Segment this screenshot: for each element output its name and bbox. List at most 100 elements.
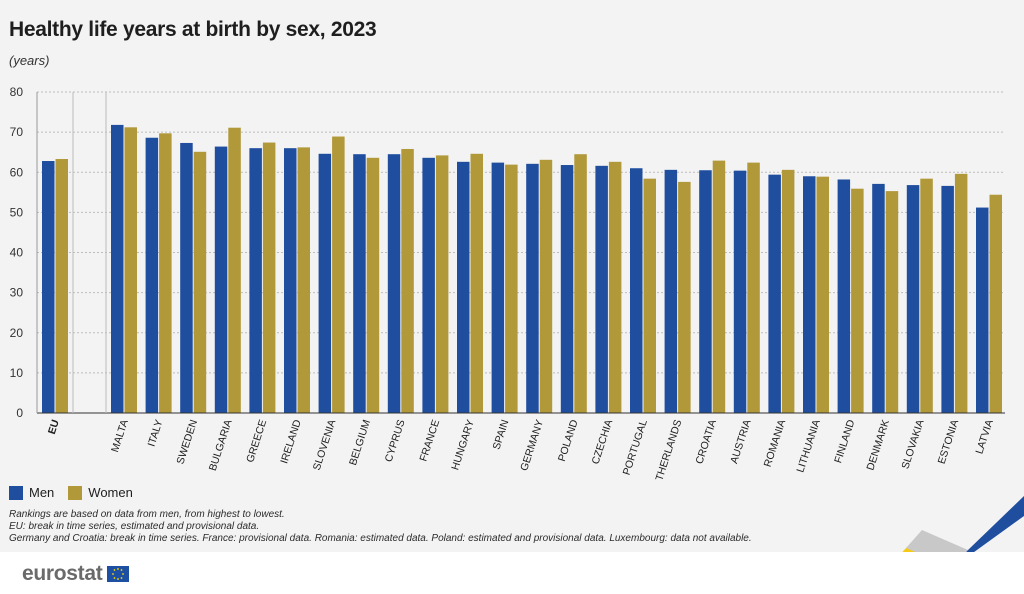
bar-women-slovakia[interactable] (920, 178, 933, 413)
bar-chart: 0 10 20 30 40 50 60 70 80 EU MALTA ITALY SWEDEN BULG… (10, 85, 1005, 480)
y-axis-ticks: 0 10 20 30 40 50 60 70 80 (10, 85, 24, 420)
bar-women-lithuania[interactable] (816, 176, 830, 413)
x-tick-label: SLOVAKIA (899, 418, 926, 470)
legend-swatch-men (9, 485, 23, 500)
bar-women-belgium[interactable] (366, 157, 380, 413)
bar-men-latvia[interactable] (976, 207, 989, 413)
y-tick-label: 50 (10, 205, 24, 219)
x-tick-label: BULGARIA (207, 418, 235, 472)
x-tick-label: HUNGARY (449, 418, 477, 471)
bar-women-hungary[interactable] (470, 153, 484, 414)
bar-men-germany[interactable] (526, 163, 539, 413)
x-tick-label: AUSTRIA (728, 418, 753, 465)
bar-women-portugal[interactable] (643, 178, 657, 413)
x-tick-label: EU (46, 418, 62, 436)
bar-women-czechia[interactable] (608, 161, 622, 413)
bar-women-cyprus[interactable] (401, 148, 414, 414)
bar-women-ireland[interactable] (297, 147, 311, 413)
bar-women-romania[interactable] (781, 169, 795, 413)
bar-men-finland[interactable] (837, 179, 851, 413)
bar-men-cyprus[interactable] (387, 154, 401, 413)
bar-men-france[interactable] (422, 157, 435, 413)
bar-men-netherlands[interactable] (664, 169, 678, 413)
legend-item-men[interactable]: Men (9, 485, 54, 500)
x-tick-label: LATVIA (973, 418, 995, 455)
bar-women-greece[interactable] (262, 142, 276, 413)
bar-men-spain[interactable] (491, 162, 505, 413)
bar-women-slovenia[interactable] (332, 136, 345, 413)
x-tick-label: NETHERLANDS (649, 418, 685, 480)
bar-women-croatia[interactable] (712, 160, 726, 413)
y-tick-label: 60 (10, 165, 24, 179)
footnote-ranking: Rankings are based on data from men, fro… (9, 509, 285, 520)
bar-women-italy[interactable] (159, 133, 172, 414)
x-tick-label: IRELAND (278, 418, 304, 465)
bar-women-denmark[interactable] (885, 191, 899, 413)
eurostat-logo[interactable]: eurostat (22, 562, 130, 586)
chevron-blue-icon (952, 496, 1024, 568)
footnotes: Rankings are based on data from men, fro… (9, 509, 769, 545)
bar-women-austria[interactable] (747, 162, 760, 413)
eu-flag-icon (107, 566, 130, 582)
x-axis-labels: EU MALTA ITALY SWEDEN BULGARIA GREECE IRELAND S… (46, 418, 996, 480)
legend: Men Women (9, 485, 133, 500)
x-tick-label: MALTA (109, 418, 131, 454)
bar-women-poland[interactable] (574, 154, 587, 413)
bar-women-latvia[interactable] (989, 194, 1003, 413)
bar-men-malta[interactable] (111, 124, 124, 413)
legend-swatch-women (68, 485, 83, 500)
legend-item-women[interactable]: Women (68, 485, 133, 500)
x-tick-label: CROATIA (693, 418, 719, 465)
bar-men-austria[interactable] (733, 170, 747, 413)
bar-women-eu[interactable] (55, 159, 69, 413)
bar-men-bulgaria[interactable] (214, 146, 228, 413)
bar-men-croatia[interactable] (699, 170, 712, 413)
bar-women-finland[interactable] (851, 188, 864, 413)
bar-men-ireland[interactable] (284, 148, 297, 414)
bar-women-france[interactable] (435, 155, 449, 413)
bar-men-greece[interactable] (249, 148, 262, 414)
x-tick-label: ROMANIA (762, 418, 789, 468)
bar-men-belgium[interactable] (353, 154, 366, 413)
bar-men-slovenia[interactable] (318, 153, 332, 414)
bar-men-denmark[interactable] (872, 183, 885, 413)
bar-men-hungary[interactable] (457, 161, 470, 413)
bar-men-sweden[interactable] (180, 142, 193, 414)
y-tick-label: 30 (10, 286, 24, 300)
logo-text: eurostat (22, 562, 103, 585)
legend-label-women: Women (88, 485, 133, 500)
bar-women-germany[interactable] (539, 159, 553, 413)
bar-men-estonia[interactable] (941, 185, 954, 413)
bar-women-bulgaria[interactable] (228, 127, 241, 414)
bar-men-czechia[interactable] (595, 165, 608, 413)
bar-women-sweden[interactable] (193, 151, 207, 413)
y-tick-label: 70 (10, 125, 24, 139)
axes (36, 92, 1005, 414)
x-tick-label: SWEDEN (174, 418, 200, 466)
x-tick-label: ESTONIA (936, 418, 962, 465)
bar-women-netherlands[interactable] (678, 181, 691, 413)
bar-men-slovakia[interactable] (906, 185, 920, 413)
footnote-countries: Germany and Croatia: break in time serie… (9, 533, 752, 544)
bar-men-italy[interactable] (145, 137, 159, 413)
bar-women-malta[interactable] (124, 127, 138, 413)
bar-women-spain[interactable] (505, 164, 518, 413)
chart-title: Healthy life years at birth by sex, 2023 (9, 18, 377, 41)
bar-men-romania[interactable] (768, 174, 781, 413)
y-tick-label: 10 (10, 366, 24, 380)
x-tick-label: PORTUGAL (621, 418, 650, 477)
x-tick-label: CYPRUS (383, 418, 408, 463)
y-tick-label: 0 (16, 406, 23, 420)
bar-men-lithuania[interactable] (803, 176, 816, 413)
bar-women-estonia[interactable] (954, 173, 968, 413)
y-tick-label: 80 (10, 85, 24, 99)
y-tick-label: 40 (10, 246, 24, 260)
x-tick-label: ITALY (146, 418, 166, 448)
x-tick-label: CZECHIA (590, 418, 616, 466)
bar-men-poland[interactable] (560, 165, 574, 413)
bar-men-portugal[interactable] (630, 168, 643, 413)
bars (42, 124, 1003, 414)
bar-men-eu[interactable] (42, 161, 55, 413)
x-tick-label: LITHUANIA (794, 418, 822, 474)
unit-label: (years) (9, 53, 50, 68)
